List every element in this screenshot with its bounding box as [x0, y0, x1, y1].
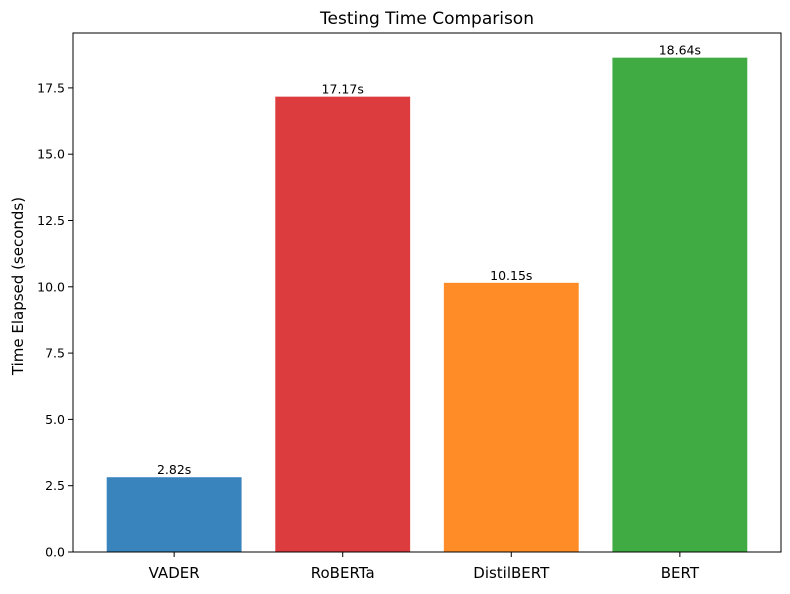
y-tick-label: 0.0 — [45, 545, 65, 560]
axes-frame — [72, 32, 782, 553]
plot-area: 0.0 2.5 5.0 7.5 10.0 12.5 15.0 17.5 2.82s VADER 17… — [37, 32, 782, 582]
y-tick-label: 17.5 — [37, 80, 65, 95]
x-tick-label: RoBERTa — [311, 564, 375, 582]
x-tick-label: VADER — [149, 564, 200, 582]
x-tick-label: DistilBERT — [473, 564, 550, 582]
bar-value-label: 18.64s — [659, 43, 701, 58]
y-tick-label: 5.0 — [45, 412, 65, 427]
bar-value-label: 10.15s — [490, 268, 532, 283]
y-tick-label: 2.5 — [45, 478, 65, 493]
bar-value-label: 2.82s — [157, 462, 191, 477]
bar-distilbert — [443, 282, 579, 552]
bar-vader — [106, 477, 242, 552]
y-tick-label: 12.5 — [37, 213, 65, 228]
bar-bert — [612, 57, 748, 553]
y-tick-label: 15.0 — [37, 147, 65, 162]
y-tick-label: 7.5 — [45, 346, 65, 361]
y-axis-label: Time Elapsed (seconds) — [9, 197, 27, 376]
x-tick-label: BERT — [661, 564, 700, 582]
bar-value-label: 17.17s — [322, 82, 364, 97]
chart-title: Testing Time Comparison — [319, 9, 534, 29]
y-tick-label: 10.0 — [37, 279, 65, 294]
bar-roberta — [275, 96, 411, 553]
